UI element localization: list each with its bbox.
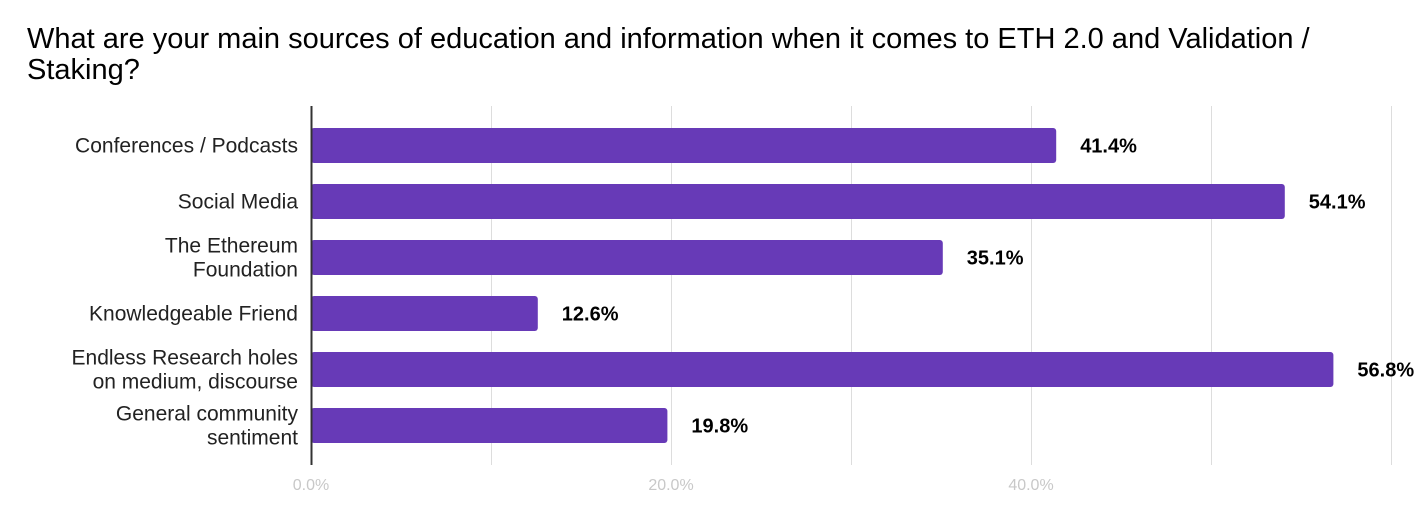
data-label: 35.1%: [967, 248, 1024, 270]
data-label: 12.6%: [562, 304, 619, 326]
x-tick-label: 40.0%: [1008, 477, 1053, 494]
category-label: Foundation: [193, 259, 298, 282]
labels: 41.4% Conferences / Podcasts 54.1% Social M…: [72, 135, 1415, 495]
bar: [311, 184, 1285, 219]
x-tick-label: 20.0%: [648, 477, 693, 494]
category-label: Social Media: [178, 191, 299, 214]
data-label: 54.1%: [1309, 192, 1366, 214]
data-label: 19.8%: [691, 416, 748, 438]
bar: [311, 352, 1334, 387]
category-label: Endless Research holes: [72, 347, 298, 370]
data-label: 56.8%: [1357, 360, 1414, 382]
gridlines: [491, 106, 1392, 465]
category-label: General community: [116, 403, 299, 426]
category-label: on medium, discourse: [93, 371, 298, 394]
bar: [311, 408, 668, 443]
chart-title: What are your main sources of education …: [27, 23, 1310, 86]
bar: [311, 240, 943, 275]
bar: [311, 296, 538, 331]
category-label: Conferences / Podcasts: [75, 135, 298, 158]
category-label: Knowledgeable Friend: [89, 303, 298, 326]
x-tick-label: 0.0%: [293, 477, 329, 494]
bars: [311, 128, 1334, 443]
category-label: sentiment: [207, 427, 298, 450]
bar: [311, 128, 1057, 163]
data-label: 41.4%: [1080, 136, 1137, 158]
category-label: The Ethereum: [165, 235, 298, 258]
